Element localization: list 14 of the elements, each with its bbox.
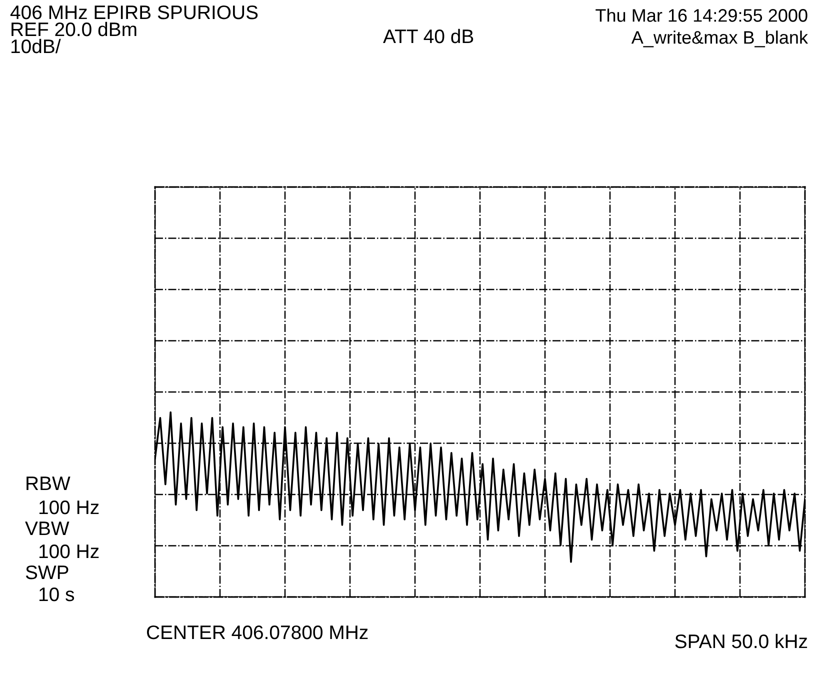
text: Thu Mar 16 14:29:55 2000 (596, 8, 808, 22)
text: 100 Hz (39, 544, 99, 558)
text: RBW (26, 476, 70, 490)
chart-title: 406 MHz EPIRB SPURIOUS (10, 5, 258, 20)
text: 100 Hz (39, 500, 99, 514)
text: SPAN 50.0 kHz (675, 634, 808, 648)
text: CENTER 406.07800 MHz (146, 625, 368, 640)
text: VBW (25, 522, 70, 536)
text: REF 20.0 dBm (12, 22, 136, 36)
text: 10 s (39, 587, 74, 602)
text: A_write&max B_blank (631, 30, 808, 48)
text: 10dB/ (11, 38, 61, 54)
text: ATT 40 dB (383, 28, 474, 44)
text: SWP (26, 565, 68, 580)
